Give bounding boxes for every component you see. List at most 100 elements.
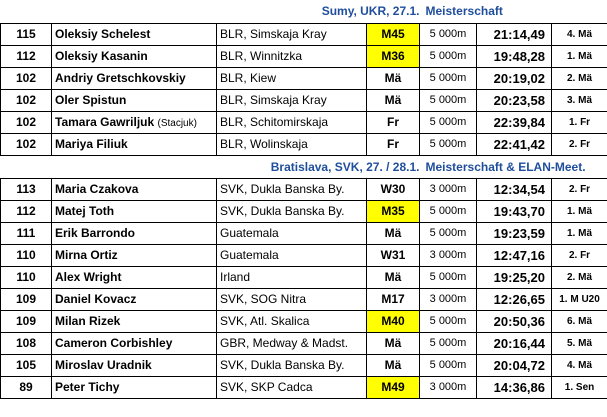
bib-number: 115 <box>0 22 52 46</box>
finish-time: 19:43,70 <box>476 199 552 223</box>
athlete-name: Matej Toth <box>51 199 217 223</box>
table-row: 113 Maria Czakova SVK, Dukla Banska By. W30… <box>0 177 607 201</box>
club-name: SVK, Dukla Banska By. <box>216 199 367 223</box>
bib-number: 112 <box>0 44 52 68</box>
table-row: 109 Daniel Kovacz SVK, SOG Nitra M17 3 000m 1… <box>0 287 607 311</box>
placement: 1. Mä <box>550 199 607 223</box>
table-row: 89 Peter Tichy SVK, SKP Cadca M49 3 000m 14:3… <box>0 375 607 399</box>
athlete-name: Oleksiy Kasanin <box>51 44 217 68</box>
distance: 5 000m <box>419 265 477 289</box>
athlete-name-text: Matej Toth <box>55 204 115 218</box>
athlete-name: Maria Czakova <box>51 177 217 201</box>
athlete-name-text: Erik Barrondo <box>55 226 136 240</box>
finish-time: 19:25,20 <box>476 265 552 289</box>
finish-time: 12:47,16 <box>476 243 552 267</box>
club-name: BLR, Simskaja Kray <box>216 88 367 112</box>
age-category: Fr <box>366 132 420 156</box>
table-row: 102 Mariya Filiuk BLR, Wolinskaja Fr 5 000m 2… <box>0 132 607 156</box>
age-category: M17 <box>366 287 420 311</box>
club-name: SVK, SKP Cadca <box>216 375 367 399</box>
athlete-name: Miroslav Uradnik <box>51 353 217 377</box>
age-category: Mä <box>366 331 420 355</box>
table-row: 105 Miroslav Uradnik SVK, Dukla Banska By.… <box>0 353 607 377</box>
placement: 6. Mä <box>550 309 607 333</box>
finish-time: 19:23,59 <box>476 221 552 245</box>
bib-number: 109 <box>0 309 52 333</box>
distance: 5 000m <box>419 132 477 156</box>
placement: 1. Sen <box>550 375 607 399</box>
athlete-name-text: Mariya Filiuk <box>55 137 128 151</box>
club-name: GBR, Medway & Madst. <box>216 331 367 355</box>
bib-number: 113 <box>0 177 52 201</box>
bib-number: 102 <box>0 66 52 90</box>
club-name: BLR, Kiew <box>216 66 367 90</box>
athlete-name-text: Oleksiy Kasanin <box>55 49 148 63</box>
placement: 2. Fr <box>550 177 607 201</box>
club-name: BLR, Simskaja Kray <box>216 22 367 46</box>
age-category: Mä <box>366 265 420 289</box>
athlete-name-text: Maria Czakova <box>55 182 139 196</box>
blank-cell <box>1 155 217 178</box>
athlete-name-text: Cameron Corbishley <box>55 336 173 350</box>
event-name: Meisterschaft <box>425 4 503 19</box>
age-category: Mä <box>366 66 420 90</box>
placement: 2. Mä <box>550 265 607 289</box>
results-table: Sumy, UKR, 27.1. Meisterschaft 115 Oleksiy … <box>0 0 607 399</box>
finish-time: 14:36,86 <box>476 375 552 399</box>
athlete-name-text: Oler Spistun <box>55 93 127 107</box>
event-header-row: Bratislava, SVK, 27. / 28.1. Meisterschaf… <box>1 155 607 178</box>
finish-time: 12:34,54 <box>476 177 552 201</box>
placement: 1. Mä <box>550 221 607 245</box>
table-row: 110 Alex Wright Irland Mä 5 000m 19:25,20 2. M… <box>0 265 607 289</box>
age-category: M36 <box>366 44 420 68</box>
athlete-name-text: Andriy Gretschkovskiy <box>55 71 186 85</box>
bib-number: 102 <box>0 132 52 156</box>
bib-number: 109 <box>0 287 52 311</box>
event-location: Bratislava, SVK, 27. / 28.1. <box>270 159 420 174</box>
finish-time: 20:23,58 <box>476 88 552 112</box>
table-row: 112 Matej Toth SVK, Dukla Banska By. M35 5 0… <box>0 199 607 223</box>
athlete-note: (Stacjuk) <box>157 118 197 129</box>
bib-number: 102 <box>0 110 52 134</box>
athlete-name: Peter Tichy <box>51 375 217 399</box>
table-row: 110 Mirna Ortiz Guatemala W31 3 000m 12:47,16… <box>0 243 607 267</box>
club-name: SVK, SOG Nitra <box>216 287 367 311</box>
distance: 5 000m <box>419 22 477 46</box>
athlete-name-text: Miroslav Uradnik <box>55 358 152 372</box>
bib-number: 105 <box>0 353 52 377</box>
athlete-name-text: Daniel Kovacz <box>55 292 137 306</box>
placement: 2. Mä <box>550 66 607 90</box>
athlete-name: Andriy Gretschkovskiy <box>51 66 217 90</box>
athlete-name: Alex Wright <box>51 265 217 289</box>
athlete-name-text: Oleksiy Schelest <box>55 27 151 41</box>
club-name: Guatemala <box>216 221 367 245</box>
bib-number: 110 <box>0 243 52 267</box>
athlete-name: Erik Barrondo <box>51 221 217 245</box>
athlete-name: Daniel Kovacz <box>51 287 217 311</box>
placement: 4. Mä <box>550 22 607 46</box>
table-row: 109 Milan Rizek SVK, Atl. Skalica M40 5 000m… <box>0 309 607 333</box>
event-name: Meisterschaft & ELAN-Meet. <box>425 159 586 174</box>
bib-number: 108 <box>0 331 52 355</box>
distance: 3 000m <box>419 287 477 311</box>
distance: 5 000m <box>419 221 477 245</box>
distance: 5 000m <box>419 309 477 333</box>
age-category: W30 <box>366 177 420 201</box>
finish-time: 20:50,36 <box>476 309 552 333</box>
athlete-name-text: Mirna Ortiz <box>55 248 118 262</box>
finish-time: 20:04,72 <box>476 353 552 377</box>
athlete-name: Oleksiy Schelest <box>51 22 217 46</box>
athlete-name-text: Peter Tichy <box>55 380 120 394</box>
age-category: M45 <box>366 22 420 46</box>
placement: 2. Fr <box>550 243 607 267</box>
age-category: Mä <box>366 88 420 112</box>
age-category: Mä <box>366 353 420 377</box>
distance: 5 000m <box>419 110 477 134</box>
club-name: SVK, Dukla Banska By. <box>216 177 367 201</box>
age-category: Fr <box>366 110 420 134</box>
finish-time: 22:41,42 <box>476 132 552 156</box>
event-header-row: Sumy, UKR, 27.1. Meisterschaft <box>1 0 607 23</box>
distance: 5 000m <box>419 331 477 355</box>
table-row: 102 Andriy Gretschkovskiy BLR, Kiew Mä 5 000… <box>0 66 607 90</box>
bib-number: 111 <box>0 221 52 245</box>
